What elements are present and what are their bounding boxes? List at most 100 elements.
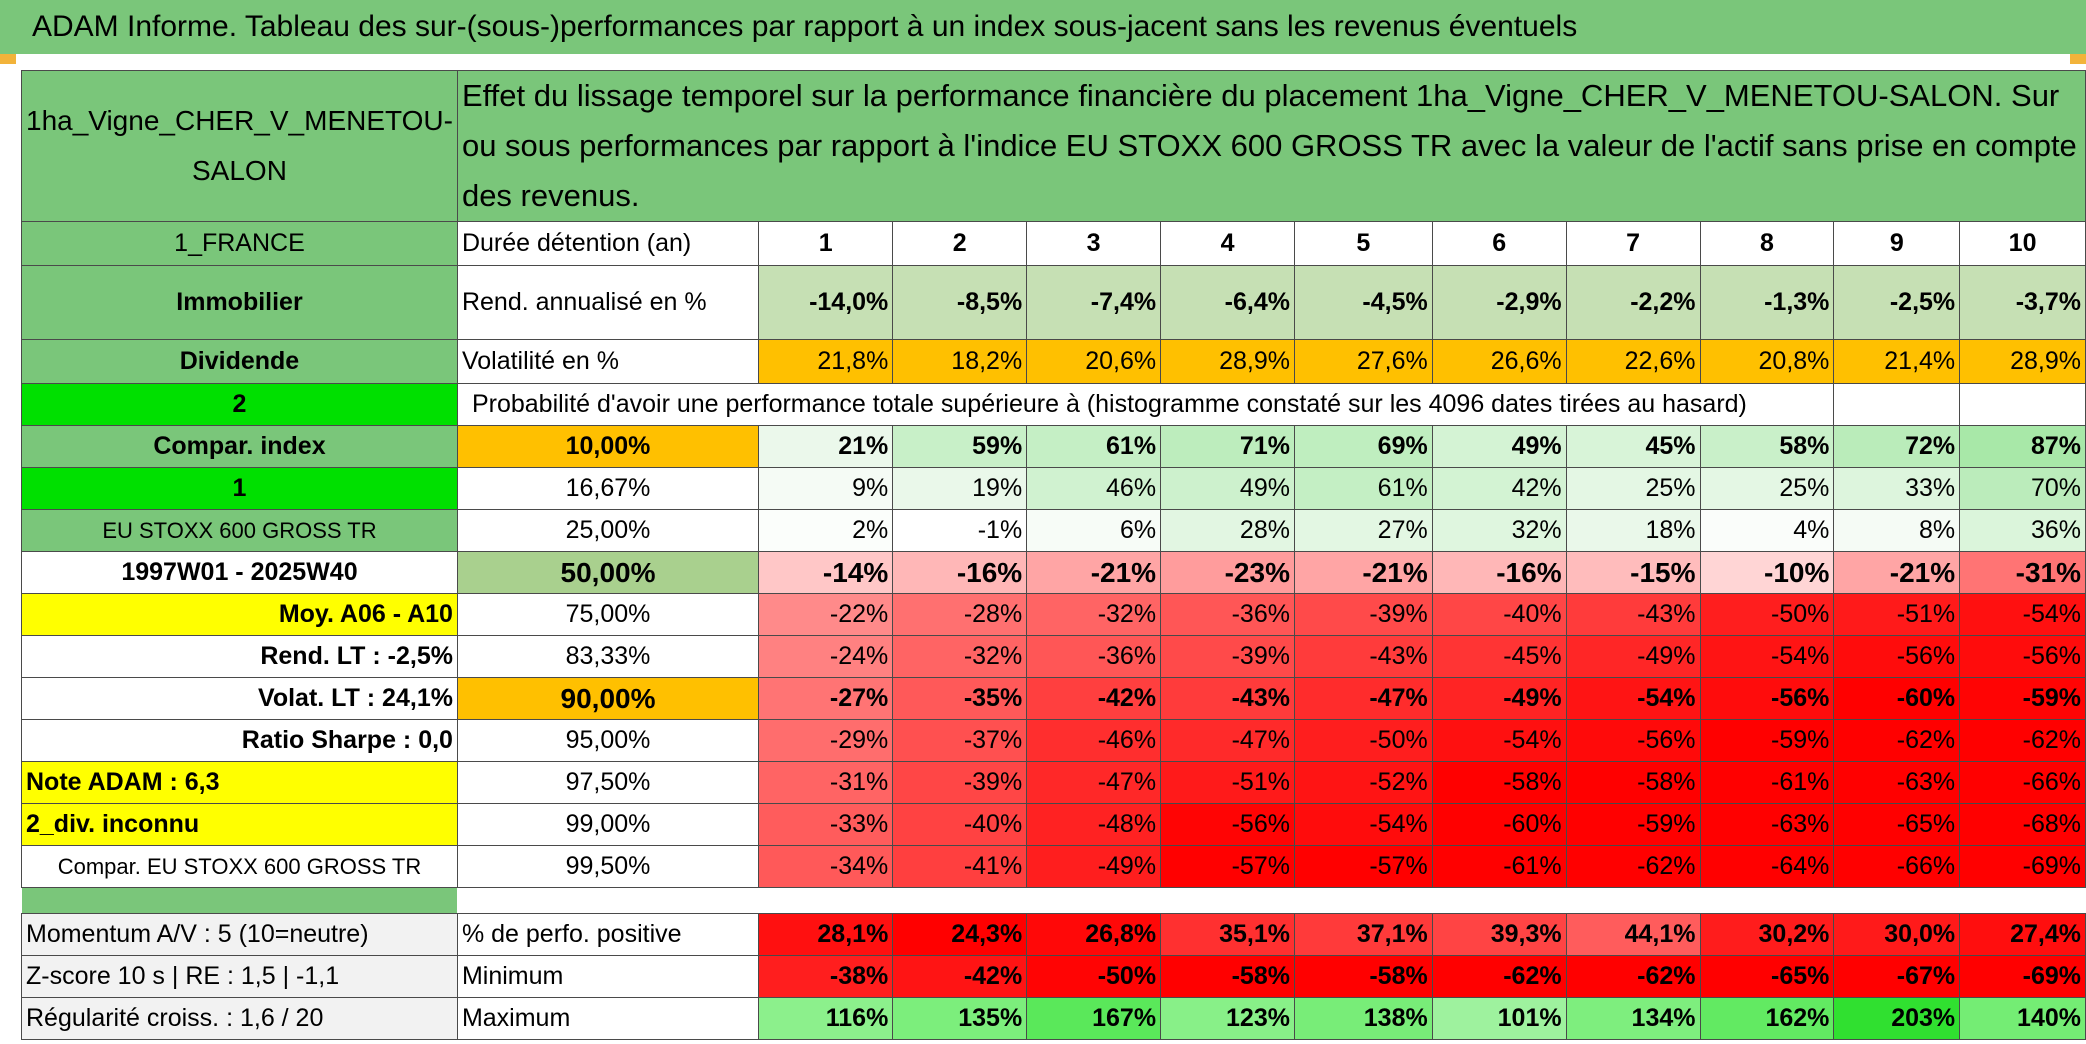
quantile-value: -28% [892, 593, 1028, 636]
vol-value: 27,6% [1293, 339, 1433, 384]
quantile-value: -56% [1959, 635, 2086, 678]
quantile-value: -61% [1699, 761, 1835, 804]
quantile-value: -40% [1431, 593, 1567, 636]
quantile-value: -60% [1431, 803, 1567, 846]
quantile-value: -36% [1160, 593, 1295, 636]
quantile-value: -54% [1293, 803, 1433, 846]
vol-value: 28,9% [1959, 339, 2086, 384]
vol-value: 22,6% [1565, 339, 1701, 384]
quantile-value: -27% [758, 677, 894, 720]
rend-value: -14,0% [758, 265, 894, 340]
dividend-status: 2_div. inconnu [21, 803, 458, 846]
positive-perf-value: 35,1% [1160, 913, 1295, 956]
quantile-label: 99,50% [456, 845, 760, 888]
spacer-cell [21, 887, 458, 914]
quantile-value: -69% [1959, 845, 2086, 888]
quantile-label: 97,50% [456, 761, 760, 804]
quantile-value: -47% [1160, 719, 1295, 762]
performance-table: 1ha_Vigne_CHER_V_MENETOU-SALON Effet du … [21, 70, 2086, 1040]
quantile-value: -36% [1026, 635, 1162, 678]
rend-value: -2,5% [1833, 265, 1961, 340]
index-name: EU STOXX 600 GROSS TR [21, 509, 458, 552]
quantile-value: -23% [1160, 551, 1295, 594]
quantile-value: -39% [892, 761, 1028, 804]
positive-perf-value: 37,1% [1293, 913, 1433, 956]
quantile-value: -56% [1160, 803, 1295, 846]
quantile-value: -48% [1026, 803, 1162, 846]
zscore-label: Z-score 10 s | RE : 1,5 | -1,1 [21, 955, 458, 998]
quantile-value: -68% [1959, 803, 2086, 846]
quantile-value: 49% [1431, 425, 1567, 468]
quantile-value: -33% [758, 803, 894, 846]
quantile-value: 70% [1959, 467, 2086, 510]
vol-value: 18,2% [892, 339, 1028, 384]
quantile-value: 2% [758, 509, 894, 552]
table-description: Effet du lissage temporel sur la perform… [456, 70, 2086, 222]
year-header: 2 [892, 221, 1028, 266]
corner-marker [0, 54, 16, 64]
quantile-value: -47% [1026, 761, 1162, 804]
quantile-value: 46% [1026, 467, 1162, 510]
year-header: 4 [1160, 221, 1295, 266]
vol-value: 26,6% [1431, 339, 1567, 384]
year-header: 1 [758, 221, 894, 266]
quantile-value: -54% [1699, 635, 1835, 678]
quantile-value: -52% [1293, 761, 1433, 804]
quantile-value: 4% [1699, 509, 1835, 552]
quantile-value: -34% [758, 845, 894, 888]
code-1-cell: 1 [21, 467, 458, 510]
year-header: 8 [1699, 221, 1835, 266]
year-header: 3 [1026, 221, 1162, 266]
vol-value: 20,8% [1699, 339, 1835, 384]
momentum-label: Momentum A/V : 5 (10=neutre) [21, 913, 458, 956]
empty-cell [1833, 383, 1961, 426]
quantile-value: -16% [1431, 551, 1567, 594]
rend-value: -3,7% [1959, 265, 2086, 340]
rend-value: -4,5% [1293, 265, 1433, 340]
quantile-value: -45% [1431, 635, 1567, 678]
maximum-value: 101% [1431, 997, 1567, 1040]
quantile-value: 33% [1833, 467, 1961, 510]
rend-value: -7,4% [1026, 265, 1162, 340]
positive-perf-value: 39,3% [1431, 913, 1567, 956]
minimum-value: -58% [1160, 955, 1295, 998]
quantile-value: -54% [1959, 593, 2086, 636]
quantile-label: 16,67% [456, 467, 760, 510]
long-term-return: Rend. LT : -2,5% [21, 635, 458, 678]
quantile-label: 90,00% [456, 677, 760, 720]
minimum-label: Minimum [456, 955, 760, 998]
period-label: 1997W01 - 2025W40 [21, 551, 458, 594]
quantile-value: -62% [1565, 845, 1701, 888]
minimum-value: -58% [1293, 955, 1433, 998]
maximum-value: 134% [1565, 997, 1701, 1040]
positive-perf-label: % de perfo. positive [456, 913, 760, 956]
quantile-value: 42% [1431, 467, 1567, 510]
country-label: 1_FRANCE [21, 221, 458, 266]
rend-value: -2,2% [1565, 265, 1701, 340]
regularity-label: Régularité croiss. : 1,6 / 20 [21, 997, 458, 1040]
quantile-value: -1% [892, 509, 1028, 552]
probability-label: Probabilité d'avoir une performance tota… [456, 383, 1834, 426]
minimum-value: -65% [1699, 955, 1835, 998]
quantile-value: 21% [758, 425, 894, 468]
vol-value: 21,8% [758, 339, 894, 384]
quantile-value: 61% [1026, 425, 1162, 468]
maximum-value: 140% [1959, 997, 2086, 1040]
rend-label: Rend. annualisé en % [456, 265, 760, 340]
positive-perf-value: 30,0% [1833, 913, 1961, 956]
maximum-value: 123% [1160, 997, 1295, 1040]
minimum-value: -42% [892, 955, 1028, 998]
maximum-label: Maximum [456, 997, 760, 1040]
quantile-value: 45% [1565, 425, 1701, 468]
empty-cell [1959, 383, 2086, 426]
quantile-value: 59% [892, 425, 1028, 468]
compar-index-label: Compar. index [21, 425, 458, 468]
quantile-value: -57% [1160, 845, 1295, 888]
maximum-value: 162% [1699, 997, 1835, 1040]
quantile-value: -32% [892, 635, 1028, 678]
quantile-value: -66% [1833, 845, 1961, 888]
quantile-label: 99,00% [456, 803, 760, 846]
quantile-label: 83,33% [456, 635, 760, 678]
year-header: 6 [1431, 221, 1567, 266]
quantile-value: -50% [1293, 719, 1433, 762]
